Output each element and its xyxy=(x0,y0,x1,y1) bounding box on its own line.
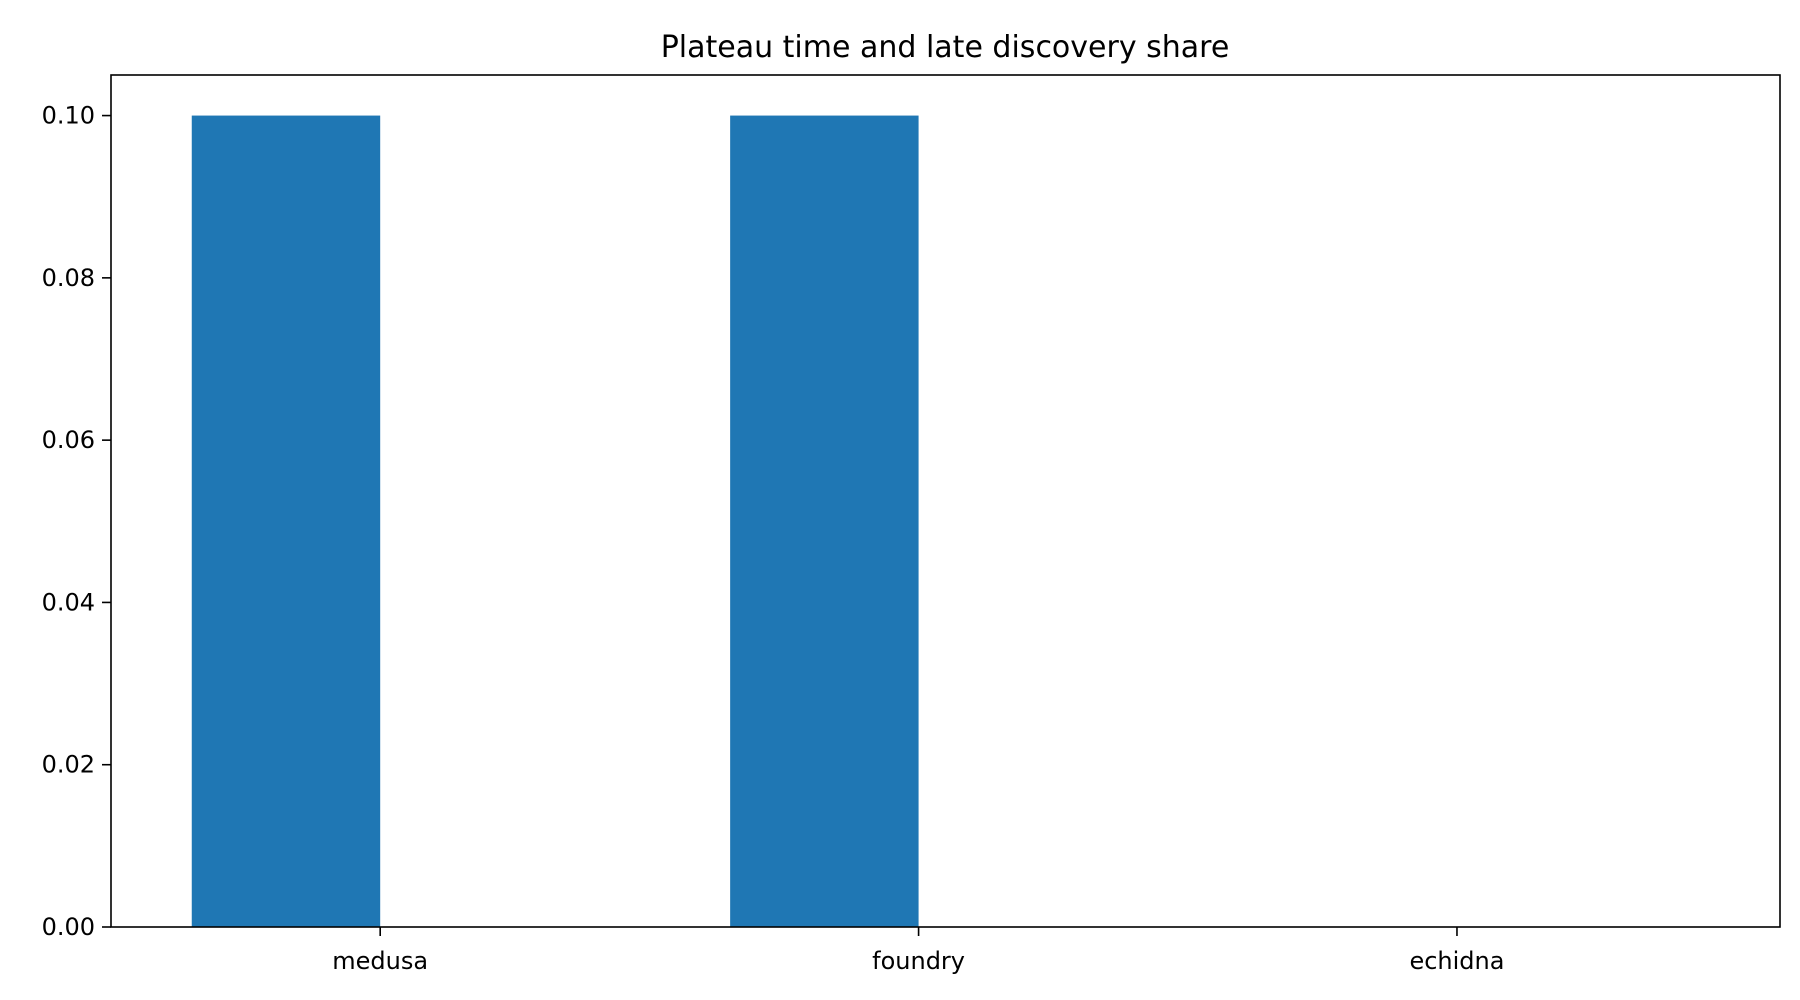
bars-group xyxy=(191,115,919,928)
bar-medusa-series-1 xyxy=(191,115,381,928)
y-axis: 0.00 0.02 0.04 0.06 0.08 0.10 xyxy=(42,102,111,941)
y-tick-label: 0.06 xyxy=(42,426,95,454)
y-tick-label: 0.00 xyxy=(42,913,95,941)
x-tick-label-echidna: echidna xyxy=(1409,947,1504,975)
x-tick-label-medusa: medusa xyxy=(332,947,428,975)
chart-title: Plateau time and late discovery share xyxy=(661,30,1230,65)
y-tick-label: 0.08 xyxy=(42,264,95,292)
x-tick-label-foundry: foundry xyxy=(872,947,965,975)
plot-area-frame xyxy=(110,74,1781,928)
y-tick-label: 0.10 xyxy=(42,102,95,130)
y-tick-label: 0.02 xyxy=(42,751,95,779)
y-tick-label: 0.04 xyxy=(42,588,95,616)
bar-foundry-series-1 xyxy=(730,115,919,928)
x-axis: medusa foundry echidna xyxy=(332,927,1504,975)
